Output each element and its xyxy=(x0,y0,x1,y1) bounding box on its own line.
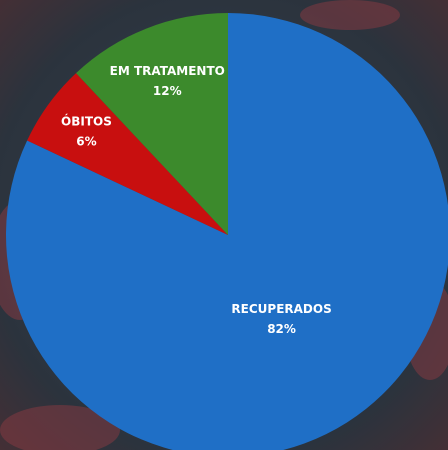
slice-value-label: 82% xyxy=(267,322,296,336)
pie xyxy=(6,13,448,450)
background-blob xyxy=(300,0,400,30)
background-blob xyxy=(0,405,120,450)
slice-value-label: 12% xyxy=(153,84,182,98)
slice-value-label: 6% xyxy=(76,135,96,149)
pie-slice xyxy=(76,13,228,235)
slice-label: EM TRATAMENTO xyxy=(110,64,225,78)
pie-slice xyxy=(27,73,229,235)
labels: RECUPERADOS 82% ÓBITOS 6% EM TRATAMENTO 12% xyxy=(61,64,332,336)
slice-label: ÓBITOS xyxy=(61,114,112,129)
pie-slice xyxy=(6,13,448,450)
slice-label: RECUPERADOS xyxy=(231,302,331,316)
